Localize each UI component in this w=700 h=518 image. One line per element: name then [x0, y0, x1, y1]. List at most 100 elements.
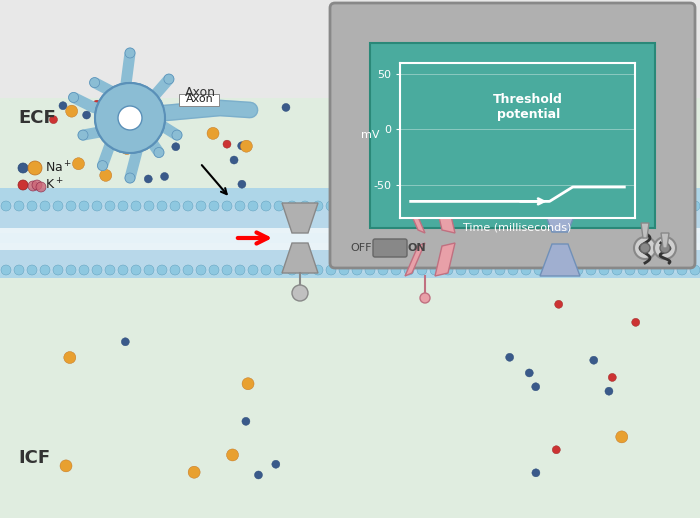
Circle shape — [443, 201, 453, 211]
Circle shape — [18, 180, 28, 190]
Circle shape — [313, 265, 323, 275]
Circle shape — [482, 201, 492, 211]
Circle shape — [235, 265, 245, 275]
Circle shape — [634, 237, 656, 259]
Circle shape — [144, 265, 154, 275]
Circle shape — [326, 201, 336, 211]
FancyBboxPatch shape — [0, 278, 700, 518]
Circle shape — [28, 161, 42, 175]
Circle shape — [125, 173, 135, 183]
Circle shape — [105, 265, 115, 275]
Circle shape — [430, 265, 440, 275]
Circle shape — [300, 265, 310, 275]
Circle shape — [521, 265, 531, 275]
Circle shape — [352, 201, 362, 211]
Circle shape — [118, 106, 142, 130]
Circle shape — [508, 201, 518, 211]
Circle shape — [532, 383, 540, 391]
Circle shape — [230, 156, 238, 164]
Text: OFF: OFF — [350, 243, 372, 253]
Circle shape — [469, 265, 479, 275]
Text: ECF: ECF — [18, 109, 56, 127]
Circle shape — [223, 140, 231, 148]
Circle shape — [135, 117, 143, 125]
Circle shape — [300, 201, 310, 211]
Circle shape — [274, 201, 284, 211]
Circle shape — [121, 142, 133, 154]
Polygon shape — [405, 200, 425, 233]
Text: ON: ON — [407, 243, 426, 253]
Circle shape — [60, 460, 72, 472]
Circle shape — [495, 201, 505, 211]
Circle shape — [640, 243, 650, 253]
Circle shape — [677, 265, 687, 275]
Circle shape — [660, 243, 670, 253]
Circle shape — [654, 237, 676, 259]
Circle shape — [160, 172, 169, 180]
Circle shape — [664, 265, 674, 275]
Circle shape — [105, 201, 115, 211]
FancyBboxPatch shape — [370, 43, 655, 228]
FancyBboxPatch shape — [179, 94, 219, 106]
FancyBboxPatch shape — [0, 188, 700, 278]
Circle shape — [242, 378, 254, 390]
Circle shape — [625, 265, 635, 275]
Circle shape — [638, 201, 648, 211]
Circle shape — [131, 265, 141, 275]
Circle shape — [144, 201, 154, 211]
Circle shape — [482, 265, 492, 275]
Circle shape — [40, 265, 50, 275]
Circle shape — [183, 201, 193, 211]
Circle shape — [222, 201, 232, 211]
Circle shape — [14, 201, 24, 211]
Circle shape — [573, 265, 583, 275]
Circle shape — [282, 104, 290, 111]
Circle shape — [121, 338, 130, 346]
Circle shape — [625, 201, 635, 211]
FancyBboxPatch shape — [0, 203, 700, 233]
Circle shape — [92, 201, 102, 211]
Circle shape — [651, 201, 661, 211]
Circle shape — [590, 356, 598, 364]
Circle shape — [92, 265, 102, 275]
Polygon shape — [435, 243, 455, 276]
Circle shape — [1, 201, 11, 211]
Circle shape — [93, 100, 101, 108]
Text: Axon: Axon — [185, 86, 216, 99]
Circle shape — [164, 74, 174, 84]
Text: Threshold
potential: Threshold potential — [494, 93, 563, 121]
Circle shape — [248, 265, 258, 275]
Circle shape — [570, 170, 578, 178]
Circle shape — [552, 446, 560, 454]
Circle shape — [404, 265, 414, 275]
Circle shape — [95, 83, 165, 153]
Circle shape — [261, 201, 271, 211]
Circle shape — [456, 201, 466, 211]
Polygon shape — [540, 200, 580, 232]
Circle shape — [79, 201, 89, 211]
Circle shape — [242, 418, 250, 425]
Text: ICF: ICF — [18, 449, 50, 467]
Circle shape — [469, 201, 479, 211]
Circle shape — [608, 373, 616, 381]
Circle shape — [521, 201, 531, 211]
Circle shape — [79, 265, 89, 275]
Circle shape — [547, 265, 557, 275]
Circle shape — [157, 201, 167, 211]
Circle shape — [32, 180, 42, 190]
Circle shape — [196, 265, 206, 275]
Circle shape — [222, 265, 232, 275]
Circle shape — [532, 469, 540, 477]
Circle shape — [534, 201, 544, 211]
Circle shape — [654, 117, 667, 129]
Circle shape — [255, 471, 262, 479]
Circle shape — [420, 293, 430, 303]
Circle shape — [586, 201, 596, 211]
Circle shape — [118, 201, 128, 211]
Circle shape — [326, 265, 336, 275]
Circle shape — [118, 265, 128, 275]
FancyBboxPatch shape — [0, 243, 700, 273]
Circle shape — [172, 143, 180, 151]
Circle shape — [18, 163, 28, 173]
Circle shape — [391, 201, 401, 211]
